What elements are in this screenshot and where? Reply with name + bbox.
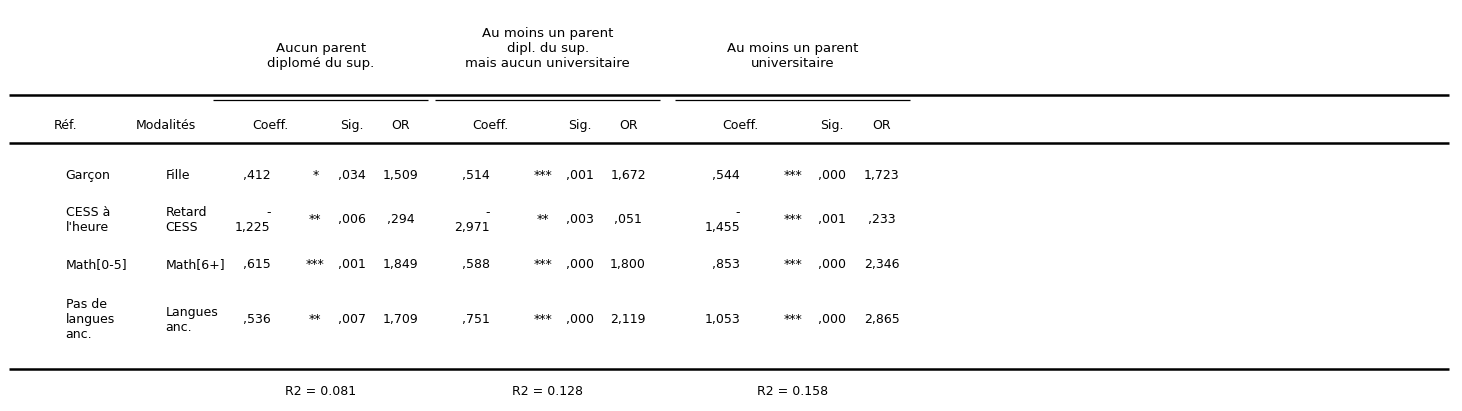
Text: ,006: ,006 [338, 213, 367, 226]
Text: 2,346: 2,346 [864, 258, 899, 271]
Text: ***: *** [784, 313, 803, 326]
Text: Garçon: Garçon [66, 169, 111, 182]
Text: 2,119: 2,119 [610, 313, 646, 326]
Text: Retard
CESS: Retard CESS [165, 206, 208, 234]
Text: ,000: ,000 [566, 313, 594, 326]
Text: **: ** [308, 213, 322, 226]
Text: 1,800: 1,800 [610, 258, 646, 271]
Text: Sig.: Sig. [820, 119, 844, 132]
Text: CESS à
l'heure: CESS à l'heure [66, 206, 110, 234]
Text: ,001: ,001 [566, 169, 594, 182]
Text: ***: *** [534, 169, 553, 182]
Text: Coeff.: Coeff. [722, 119, 759, 132]
Text: 1,709: 1,709 [383, 313, 418, 326]
Text: Au moins un parent
universitaire: Au moins un parent universitaire [727, 42, 858, 69]
Text: ***: *** [784, 258, 803, 271]
Text: Math[6+]: Math[6+] [165, 258, 225, 271]
Text: R2 = 0.128: R2 = 0.128 [512, 385, 583, 398]
Text: 2,865: 2,865 [864, 313, 899, 326]
Text: ***: *** [534, 313, 553, 326]
Text: Pas de
langues
anc.: Pas de langues anc. [66, 298, 115, 341]
Text: R2 = 0.081: R2 = 0.081 [285, 385, 357, 398]
Text: ***: *** [534, 258, 553, 271]
Text: Coeff.: Coeff. [472, 119, 509, 132]
Text: ,588: ,588 [462, 258, 490, 271]
Text: Coeff.: Coeff. [253, 119, 288, 132]
Text: ,544: ,544 [712, 169, 740, 182]
Text: OR: OR [873, 119, 892, 132]
Text: ,233: ,233 [868, 213, 896, 226]
Text: ,000: ,000 [566, 258, 594, 271]
Text: Sig.: Sig. [569, 119, 592, 132]
Text: ,051: ,051 [614, 213, 642, 226]
Text: OR: OR [390, 119, 409, 132]
Text: ,000: ,000 [817, 258, 846, 271]
Text: ,853: ,853 [712, 258, 740, 271]
Text: Fille: Fille [165, 169, 190, 182]
Text: ,294: ,294 [386, 213, 414, 226]
Text: ,003: ,003 [566, 213, 594, 226]
Text: Au moins un parent
dipl. du sup.
mais aucun universitaire: Au moins un parent dipl. du sup. mais au… [465, 27, 630, 70]
Text: ,514: ,514 [462, 169, 490, 182]
Text: ,000: ,000 [817, 313, 846, 326]
Text: ,000: ,000 [817, 169, 846, 182]
Text: R2 = 0.158: R2 = 0.158 [757, 385, 827, 398]
Text: -
1,225: - 1,225 [235, 206, 270, 234]
Text: *: * [313, 169, 319, 182]
Text: Aucun parent
diplomé du sup.: Aucun parent diplomé du sup. [268, 42, 374, 69]
Text: 1,723: 1,723 [864, 169, 899, 182]
Text: -
1,455: - 1,455 [705, 206, 740, 234]
Text: 1,509: 1,509 [383, 169, 418, 182]
Text: -
2,971: - 2,971 [455, 206, 490, 234]
Text: Math[0-5]: Math[0-5] [66, 258, 127, 271]
Text: **: ** [308, 313, 322, 326]
Text: Réf.: Réf. [54, 119, 77, 132]
Text: OR: OR [618, 119, 637, 132]
Text: ,001: ,001 [817, 213, 846, 226]
Text: ***: *** [306, 258, 325, 271]
Text: 1,053: 1,053 [705, 313, 740, 326]
Text: 1,672: 1,672 [610, 169, 646, 182]
Text: Modalités: Modalités [136, 119, 196, 132]
Text: ***: *** [784, 169, 803, 182]
Text: ,751: ,751 [462, 313, 490, 326]
Text: Langues
anc.: Langues anc. [165, 306, 218, 334]
Text: ,001: ,001 [338, 258, 367, 271]
Text: ,007: ,007 [338, 313, 367, 326]
Text: **: ** [537, 213, 550, 226]
Text: ***: *** [784, 213, 803, 226]
Text: ,034: ,034 [339, 169, 367, 182]
Text: 1,849: 1,849 [383, 258, 418, 271]
Text: ,615: ,615 [243, 258, 270, 271]
Text: ,536: ,536 [243, 313, 270, 326]
Text: ,412: ,412 [243, 169, 270, 182]
Text: Sig.: Sig. [341, 119, 364, 132]
